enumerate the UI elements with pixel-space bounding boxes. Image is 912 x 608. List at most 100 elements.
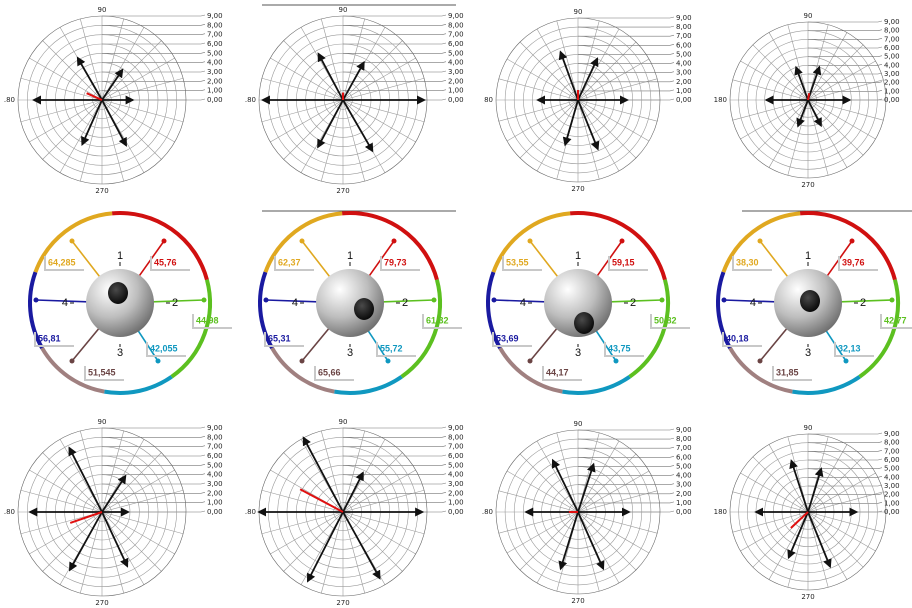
spoke bbox=[733, 492, 808, 512]
arrow-tip bbox=[722, 298, 727, 303]
tick-leader bbox=[808, 38, 882, 39]
screen: 0,001,002,003,004,005,006,007,008,009,00… bbox=[0, 0, 912, 608]
arrow-tip bbox=[850, 239, 855, 244]
tick-leader bbox=[102, 52, 205, 53]
spoke bbox=[808, 512, 863, 567]
arrow-tip bbox=[432, 298, 437, 303]
spoke bbox=[499, 512, 578, 533]
r-tick-label: 0,00 bbox=[884, 508, 900, 516]
angle-label: .80 bbox=[245, 96, 256, 104]
r-tick-label: 2,00 bbox=[207, 77, 223, 85]
r-tick-label: 7,00 bbox=[448, 31, 464, 39]
value-label: 53,69 bbox=[496, 333, 519, 343]
r-tick-label: 4,00 bbox=[448, 59, 464, 67]
angle-label: 90 bbox=[339, 6, 348, 14]
r-tick-label: 5,00 bbox=[207, 49, 223, 57]
tick-leader bbox=[808, 450, 882, 451]
spoke bbox=[808, 45, 863, 100]
angle-label: 270 bbox=[801, 181, 814, 189]
tick-leader bbox=[808, 494, 882, 495]
spoke bbox=[499, 79, 578, 100]
spoke bbox=[321, 19, 343, 100]
angle-label: 270 bbox=[95, 187, 108, 195]
arrow-tip bbox=[34, 298, 39, 303]
tick-leader bbox=[102, 436, 205, 437]
tick-leader bbox=[578, 17, 674, 18]
tick-leader bbox=[808, 433, 882, 434]
spoke bbox=[343, 431, 365, 512]
ball-panel: 123438,3039,7642,7732,1331,8540,18 bbox=[718, 213, 912, 393]
r-tick-label: 1,00 bbox=[884, 87, 900, 95]
spoke bbox=[43, 100, 102, 159]
spoke bbox=[284, 512, 343, 571]
r-tick-label: 1,00 bbox=[676, 87, 692, 95]
spoke bbox=[43, 512, 102, 571]
r-tick-label: 5,00 bbox=[448, 461, 464, 469]
spoke bbox=[102, 100, 161, 159]
angle-label: 180 bbox=[714, 508, 727, 516]
r-tick-label: 8,00 bbox=[884, 27, 900, 35]
value-label: 65,31 bbox=[268, 333, 291, 343]
value-label: 79,73 bbox=[384, 257, 407, 267]
tick-leader bbox=[808, 73, 882, 74]
axis-number: 4 bbox=[520, 297, 526, 309]
value-label: 42,055 bbox=[150, 343, 178, 353]
spoke bbox=[733, 100, 808, 120]
tick-leader bbox=[102, 80, 205, 81]
arrow-tip bbox=[620, 239, 625, 244]
angle-label: 90 bbox=[98, 6, 107, 14]
spoke bbox=[499, 491, 578, 512]
r-tick-label: 2,00 bbox=[676, 78, 692, 86]
spoke bbox=[80, 512, 102, 593]
value-label: 44,17 bbox=[546, 367, 569, 377]
r-tick-label: 3,00 bbox=[207, 480, 223, 488]
spoke bbox=[808, 100, 828, 175]
r-tick-label: 9,00 bbox=[676, 14, 692, 22]
spoke bbox=[102, 512, 183, 534]
tick-leader bbox=[343, 52, 446, 53]
r-tick-label: 5,00 bbox=[448, 49, 464, 57]
direction-arrow bbox=[72, 241, 103, 281]
value-label: 56,81 bbox=[38, 333, 61, 343]
angle-label: 270 bbox=[801, 593, 814, 601]
tick-leader bbox=[578, 447, 674, 448]
tick-leader bbox=[102, 464, 205, 465]
value-label: 62,37 bbox=[278, 257, 301, 267]
r-tick-label: 8,00 bbox=[448, 433, 464, 441]
tick-leader bbox=[343, 492, 446, 493]
spoke bbox=[499, 100, 578, 121]
vector-arrow bbox=[796, 67, 808, 100]
r-tick-label: 3,00 bbox=[884, 70, 900, 78]
r-tick-label: 6,00 bbox=[676, 453, 692, 461]
direction-arrow bbox=[760, 241, 791, 281]
tick-leader bbox=[808, 64, 882, 65]
spoke bbox=[102, 512, 161, 571]
r-tick-label: 3,00 bbox=[676, 69, 692, 77]
tick-leader bbox=[808, 468, 882, 469]
spoke bbox=[343, 512, 365, 593]
arrow-tip bbox=[660, 298, 665, 303]
r-tick-label: 8,00 bbox=[676, 23, 692, 31]
angle-label: 270 bbox=[571, 597, 584, 605]
spoke bbox=[284, 100, 343, 159]
spoke bbox=[102, 41, 161, 100]
axis-number: 2 bbox=[172, 297, 178, 309]
arrow-tip bbox=[300, 239, 305, 244]
polar-plot: 0,001,002,003,004,005,006,007,008,009,00… bbox=[245, 418, 464, 607]
spoke bbox=[102, 100, 124, 181]
arrow-tip bbox=[202, 298, 207, 303]
angle-label: 90 bbox=[339, 418, 348, 426]
tick-leader bbox=[808, 56, 882, 57]
tick-leader bbox=[808, 82, 882, 83]
tick-leader bbox=[102, 427, 205, 428]
tick-leader bbox=[343, 24, 446, 25]
arrow-tip bbox=[264, 298, 269, 303]
r-tick-label: 8,00 bbox=[207, 433, 223, 441]
r-tick-label: 2,00 bbox=[884, 79, 900, 87]
spoke bbox=[80, 19, 102, 100]
r-tick-label: 4,00 bbox=[207, 59, 223, 67]
tick-leader bbox=[102, 71, 205, 72]
arrow-tip bbox=[492, 298, 497, 303]
tick-leader bbox=[578, 53, 674, 54]
spoke bbox=[578, 100, 636, 158]
